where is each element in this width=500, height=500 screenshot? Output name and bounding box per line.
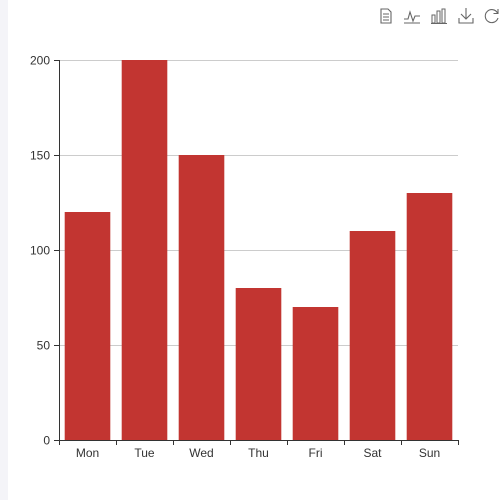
- restore-icon[interactable]: [482, 6, 500, 26]
- bar-tue[interactable]: [121, 60, 168, 440]
- download-icon[interactable]: [456, 6, 476, 26]
- x-tick-label: Fri: [309, 446, 323, 460]
- bar-sat[interactable]: [349, 231, 396, 440]
- line-chart-icon[interactable]: [402, 6, 422, 26]
- bar-sun[interactable]: [406, 193, 453, 440]
- y-tick-label: 50: [37, 339, 51, 353]
- bar-thu[interactable]: [235, 288, 282, 440]
- y-tick-label: 200: [30, 54, 50, 68]
- y-tick-label: 100: [30, 244, 50, 258]
- data-view-icon[interactable]: [376, 6, 396, 26]
- x-tick-label: Sun: [419, 446, 440, 460]
- y-tick-label: 0: [43, 434, 50, 448]
- bar-mon[interactable]: [64, 212, 111, 440]
- x-tick-label: Mon: [76, 446, 99, 460]
- x-tick-label: Thu: [248, 446, 269, 460]
- x-tick-label: Tue: [134, 446, 155, 460]
- x-tick-label: Wed: [189, 446, 213, 460]
- left-edge: [0, 0, 8, 500]
- bar-chart-icon[interactable]: [429, 6, 449, 26]
- bar-wed[interactable]: [178, 155, 225, 440]
- bar-fri[interactable]: [292, 307, 339, 440]
- x-tick-label: Sat: [363, 446, 382, 460]
- y-tick-label: 150: [30, 149, 50, 163]
